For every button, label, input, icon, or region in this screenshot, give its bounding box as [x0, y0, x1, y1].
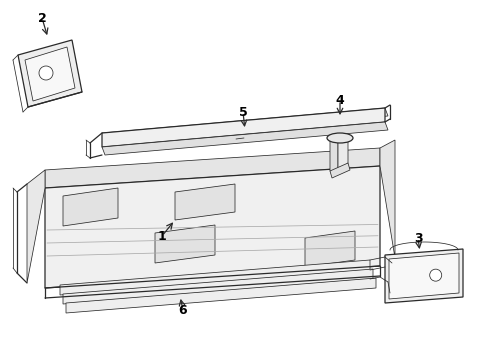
Polygon shape	[27, 170, 45, 283]
Polygon shape	[102, 122, 388, 155]
Polygon shape	[102, 108, 388, 141]
Polygon shape	[18, 40, 82, 107]
Polygon shape	[155, 225, 215, 263]
Circle shape	[39, 66, 53, 80]
Ellipse shape	[327, 133, 353, 143]
Text: 6: 6	[179, 303, 187, 316]
Text: 2: 2	[38, 12, 47, 24]
Polygon shape	[338, 140, 348, 173]
Polygon shape	[60, 260, 370, 295]
Text: 4: 4	[336, 94, 344, 107]
Polygon shape	[380, 140, 395, 258]
Polygon shape	[45, 148, 380, 188]
Circle shape	[430, 269, 441, 281]
Text: 1: 1	[158, 230, 167, 243]
Polygon shape	[45, 166, 380, 288]
Polygon shape	[330, 163, 350, 178]
Polygon shape	[175, 184, 235, 220]
Text: 3: 3	[414, 231, 422, 244]
Polygon shape	[63, 269, 373, 304]
Polygon shape	[305, 231, 355, 267]
Polygon shape	[66, 278, 376, 313]
Polygon shape	[63, 188, 118, 226]
Polygon shape	[330, 140, 338, 173]
Polygon shape	[25, 47, 75, 101]
Text: 5: 5	[239, 105, 247, 118]
Polygon shape	[389, 253, 459, 299]
Polygon shape	[385, 249, 463, 303]
Polygon shape	[102, 108, 385, 147]
